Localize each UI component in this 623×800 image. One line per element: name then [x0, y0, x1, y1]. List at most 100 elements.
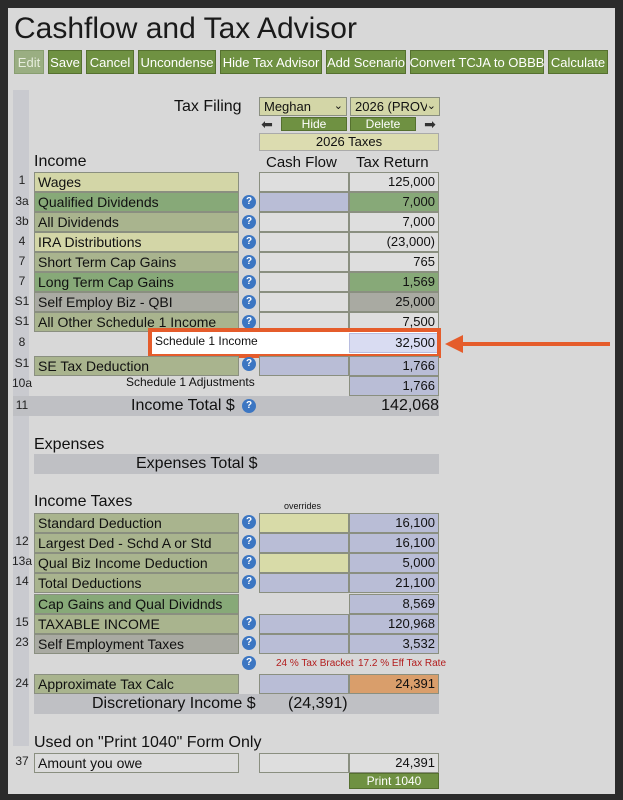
ira-distributions-label: IRA Distributions	[34, 232, 239, 252]
qual-biz-income-deduction-override[interactable]	[259, 553, 349, 573]
expenses-total-band	[34, 454, 439, 474]
largest-ded-tax-return[interactable]: 16,100	[349, 533, 439, 553]
all-dividends-label: All Dividends	[34, 212, 239, 232]
amount-you-owe-cash-flow[interactable]	[259, 753, 349, 773]
se-tax-deduction-cash-flow[interactable]	[259, 356, 349, 376]
short-term-cap-gains-tax-return[interactable]: 765	[349, 252, 439, 272]
dropdown-chevron-icon: ⌄	[426, 98, 436, 115]
tax-bracket-label: 24 % Tax Bracket	[276, 658, 354, 669]
qual-biz-income-deduction-tax-return[interactable]: 5,000	[349, 553, 439, 573]
annotation-arrow-head	[445, 335, 463, 353]
line-number: 37	[15, 754, 29, 768]
year-select[interactable]: 2026 (PROV) ⌄	[350, 97, 440, 116]
income-total-label: Income Total $	[131, 397, 235, 414]
help-icon[interactable]: ?	[242, 215, 256, 229]
taxable-income-label: TAXABLE INCOME	[34, 614, 239, 634]
left-arrow-icon[interactable]: ⬅	[261, 116, 273, 132]
standard-deduction-tax-return[interactable]: 16,100	[349, 513, 439, 533]
hide-button[interactable]: Hide	[281, 117, 347, 131]
qualified-dividends-tax-return[interactable]: 7,000	[349, 192, 439, 212]
help-icon[interactable]: ?	[242, 315, 256, 329]
help-icon[interactable]: ?	[242, 575, 256, 589]
short-term-cap-gains-label: Short Term Cap Gains	[34, 252, 239, 272]
line-number: 4	[18, 234, 26, 248]
taxable-income-override[interactable]	[259, 614, 349, 634]
line-number: 10a	[11, 376, 33, 390]
self-employ-biz-qbi-cash-flow[interactable]	[259, 292, 349, 312]
help-icon[interactable]: ?	[242, 515, 256, 529]
all-other-schedule-1-income-label: All Other Schedule 1 Income	[34, 312, 239, 332]
dropdown-chevron-icon: ⌄	[333, 100, 343, 112]
discretionary-income-value: (24,391)	[288, 695, 348, 712]
line-number: 7	[18, 274, 26, 288]
total-deductions-override[interactable]	[259, 573, 349, 593]
taxes-year-label: 2026 Taxes	[259, 133, 439, 151]
calculate-button[interactable]: Calculate	[548, 50, 608, 74]
overrides-label: overrides	[284, 501, 322, 511]
app-window: Cashflow and Tax Advisor Edit Save Cance…	[8, 8, 615, 794]
person-select[interactable]: Meghan ⌄	[259, 97, 347, 116]
help-icon[interactable]: ?	[242, 656, 256, 670]
help-icon[interactable]: ?	[242, 555, 256, 569]
long-term-cap-gains-tax-return[interactable]: 1,569	[349, 272, 439, 292]
self-employment-taxes-tax-return[interactable]: 3,532	[349, 634, 439, 654]
delete-button[interactable]: Delete	[350, 117, 416, 131]
help-icon[interactable]: ?	[242, 275, 256, 289]
total-deductions-tax-return[interactable]: 21,100	[349, 573, 439, 593]
approximate-tax-calc-tax-return[interactable]: 24,391	[349, 674, 439, 694]
help-icon[interactable]: ?	[242, 255, 256, 269]
amount-you-owe-label: Amount you owe	[34, 753, 239, 773]
self-employment-taxes-override[interactable]	[259, 634, 349, 654]
line-number: 1	[18, 173, 26, 187]
income-taxes-heading: Income Taxes	[34, 493, 133, 510]
se-tax-deduction-tax-return[interactable]: 1,766	[349, 356, 439, 376]
help-icon[interactable]: ?	[242, 616, 256, 630]
help-icon[interactable]: ?	[242, 235, 256, 249]
taxable-income-tax-return[interactable]: 120,968	[349, 614, 439, 634]
qual-biz-income-deduction-label: Qual Biz Income Deduction	[34, 553, 239, 573]
help-icon[interactable]: ?	[242, 399, 256, 413]
amount-you-owe-tax-return[interactable]: 24,391	[349, 753, 439, 773]
line-number: 14	[15, 574, 29, 588]
help-icon[interactable]: ?	[242, 195, 256, 209]
year-select-value: 2026 (PROV)	[355, 99, 434, 114]
largest-ded-override[interactable]	[259, 533, 349, 553]
uncondense-button[interactable]: Uncondense	[138, 50, 216, 74]
help-icon[interactable]: ?	[242, 357, 256, 371]
approximate-tax-calc-override[interactable]	[259, 674, 349, 694]
help-icon[interactable]: ?	[242, 535, 256, 549]
wages-tax-return[interactable]: 125,000	[349, 172, 439, 192]
schedule-1-adjustments-label: Schedule 1 Adjustments	[126, 375, 255, 389]
expenses-total-label: Expenses Total $	[136, 455, 258, 472]
cancel-button[interactable]: Cancel	[86, 50, 134, 74]
long-term-cap-gains-cash-flow[interactable]	[259, 272, 349, 292]
print-1040-button[interactable]: Print 1040	[349, 773, 439, 789]
self-employ-biz-qbi-tax-return[interactable]: 25,000	[349, 292, 439, 312]
cap-gains-qual-dividends-tax-return[interactable]: 8,569	[349, 594, 439, 614]
hide-tax-advisor-button[interactable]: Hide Tax Advisor	[220, 50, 322, 74]
edit-button[interactable]: Edit	[14, 50, 44, 74]
all-dividends-cash-flow[interactable]	[259, 212, 349, 232]
convert-tcja-to-obbb-button[interactable]: Convert TCJA to OBBB	[410, 50, 544, 74]
add-scenario-button[interactable]: Add Scenario	[326, 50, 406, 74]
right-arrow-icon[interactable]: ➡	[424, 116, 436, 132]
cap-gains-qual-dividends-label: Cap Gains and Qual Dividnds	[34, 594, 239, 614]
short-term-cap-gains-cash-flow[interactable]	[259, 252, 349, 272]
long-term-cap-gains-label: Long Term Cap Gains	[34, 272, 239, 292]
ira-distributions-tax-return[interactable]: (23,000)	[349, 232, 439, 252]
schedule-1-income-tax-return[interactable]: 32,500	[349, 333, 439, 353]
save-button[interactable]: Save	[48, 50, 82, 74]
qualified-dividends-cash-flow[interactable]	[259, 192, 349, 212]
wages-cash-flow[interactable]	[259, 172, 349, 192]
help-icon[interactable]: ?	[242, 636, 256, 650]
annotation-arrow-shaft	[460, 342, 610, 346]
schedule-1-adjustments-tax-return[interactable]: 1,766	[349, 376, 439, 396]
ira-distributions-cash-flow[interactable]	[259, 232, 349, 252]
line-number: S1	[14, 314, 30, 328]
standard-deduction-override[interactable]	[259, 513, 349, 533]
discretionary-income-band	[34, 694, 439, 714]
all-dividends-tax-return[interactable]: 7,000	[349, 212, 439, 232]
all-other-schedule-1-income-tax-return[interactable]: 7,500	[349, 312, 439, 332]
cash-flow-header: Cash Flow	[266, 154, 337, 171]
help-icon[interactable]: ?	[242, 295, 256, 309]
